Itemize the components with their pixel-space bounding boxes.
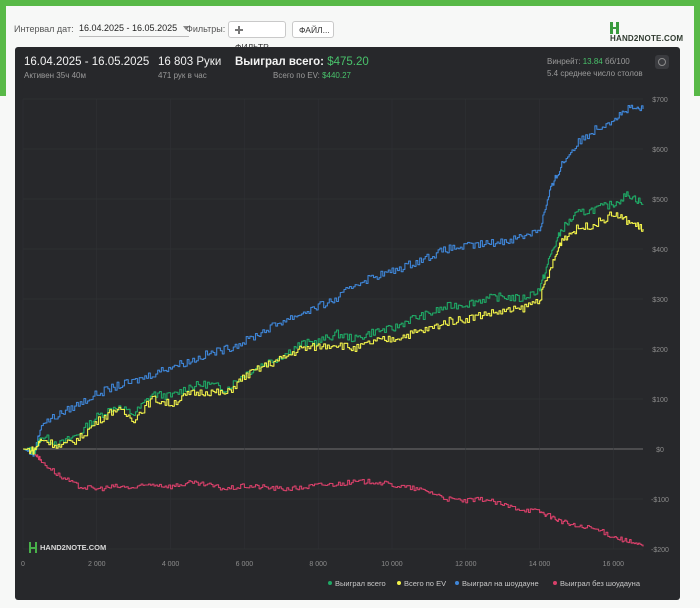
period-value: 16.04.2025 - 16.05.2025: [24, 56, 150, 68]
ev-value: $440.27: [322, 71, 351, 80]
y-tick-label: $600: [652, 147, 668, 154]
hands-per-hour: 471 рук в час: [158, 71, 207, 80]
file-button[interactable]: ФАЙЛ...: [292, 21, 334, 38]
y-tick-label: -$200: [651, 547, 669, 554]
x-tick-label: 4 000: [162, 561, 180, 568]
legend-label: Выиграл на шоудауне: [462, 579, 539, 588]
legend-dot: [455, 581, 459, 585]
hand2note-logo-icon: [610, 22, 619, 34]
right-accent: [694, 6, 700, 96]
graph-panel: 16.04.2025 - 16.05.2025 Активен 35ч 40м …: [15, 47, 680, 600]
legend-item-ev[interactable]: Всего по EV: [397, 579, 446, 588]
legend-label: Всего по EV: [404, 579, 447, 588]
winrate-unit: бб/100: [604, 57, 630, 66]
series-line-won: [23, 191, 644, 455]
won-value: $475.20: [327, 56, 369, 68]
x-tick-label: 6 000: [236, 561, 254, 568]
hands-block: 16 803 Руки 471 рук в час: [158, 56, 221, 80]
x-tick-label: 12 000: [455, 561, 477, 568]
x-tick-label: 0: [21, 561, 25, 568]
y-tick-label: -$100: [651, 497, 669, 504]
plus-icon: [235, 26, 243, 34]
top-accent-bar: [0, 0, 700, 6]
left-accent: [0, 6, 6, 96]
ev-label: Всего по EV:: [273, 71, 320, 80]
filter-button[interactable]: ФИЛЬТР...: [228, 21, 286, 52]
chart-watermark: HAND2NOTE.COM: [29, 542, 106, 553]
y-tick-label: $100: [652, 397, 668, 404]
hand2note-watermark-icon: [29, 542, 37, 553]
gear-icon[interactable]: [655, 55, 669, 69]
x-tick-label: 14 000: [529, 561, 551, 568]
won-block: Выиграл всего: $475.20 Всего по EV: $440…: [235, 56, 369, 80]
x-tick-label: 10 000: [381, 561, 403, 568]
y-tick-label: $0: [656, 447, 664, 454]
y-tick-label: $400: [652, 247, 668, 254]
y-tick-label: $500: [652, 197, 668, 204]
date-interval-dropdown[interactable]: 16.04.2025 - 16.05.2025: [79, 20, 190, 37]
series-line-ev: [23, 211, 644, 455]
x-tick-label: 2 000: [88, 561, 106, 568]
winrate-value: 13.84: [582, 57, 603, 66]
y-tick-label: $700: [652, 97, 668, 104]
profit-chart: -$200 -$100 $0 $100 $200 $300 $400 $500 $600 $700…: [21, 97, 669, 568]
x-tick-label: 16 000: [603, 561, 625, 568]
filters-label: Фильтры:: [186, 24, 226, 34]
y-tick-label: $300: [652, 297, 668, 304]
won-label: Выиграл всего:: [235, 56, 324, 68]
x-tick-label: 8 000: [309, 561, 327, 568]
legend-dot: [328, 581, 332, 585]
legend-dot: [397, 581, 401, 585]
hands-count: 16 803 Руки: [158, 56, 222, 68]
legend-label: Выиграл всего: [335, 579, 386, 588]
watermark-text: HAND2NOTE.COM: [40, 543, 107, 552]
chevron-down-icon: [183, 26, 190, 30]
legend-item-won[interactable]: Выиграл всего: [328, 579, 386, 588]
period-block: 16.04.2025 - 16.05.2025 Активен 35ч 40м: [24, 56, 149, 80]
legend-label: Выиграл без шоудауна: [560, 579, 640, 588]
date-interval-value: 16.04.2025 - 16.05.2025: [79, 23, 178, 33]
interval-label: Интервал дат:: [14, 24, 74, 34]
filter-toolbar: Интервал дат: 16.04.2025 - 16.05.2025 Фи…: [6, 6, 694, 52]
winrate-label: Винрейт:: [547, 57, 581, 66]
file-button-label: ФАЙЛ...: [299, 25, 330, 35]
y-tick-label: $200: [652, 347, 668, 354]
winrate-block: Винрейт: 13.84 бб/100 5.4 среднее число …: [547, 57, 643, 78]
series-line-showdown: [23, 104, 644, 457]
legend-item-showdown[interactable]: Выиграл на шоудауне: [455, 579, 539, 588]
series-line-non_showdown: [23, 448, 644, 547]
logo-text: HAND2NOTE.COM: [610, 34, 684, 43]
hand2note-logo[interactable]: HAND2NOTE.COM: [610, 22, 694, 43]
legend-item-non-showdown[interactable]: Выиграл без шоудауна: [553, 579, 640, 588]
legend-dot: [553, 581, 557, 585]
tables-average: 5.4 среднее число столов: [547, 69, 643, 78]
active-time: Активен 35ч 40м: [24, 71, 86, 80]
